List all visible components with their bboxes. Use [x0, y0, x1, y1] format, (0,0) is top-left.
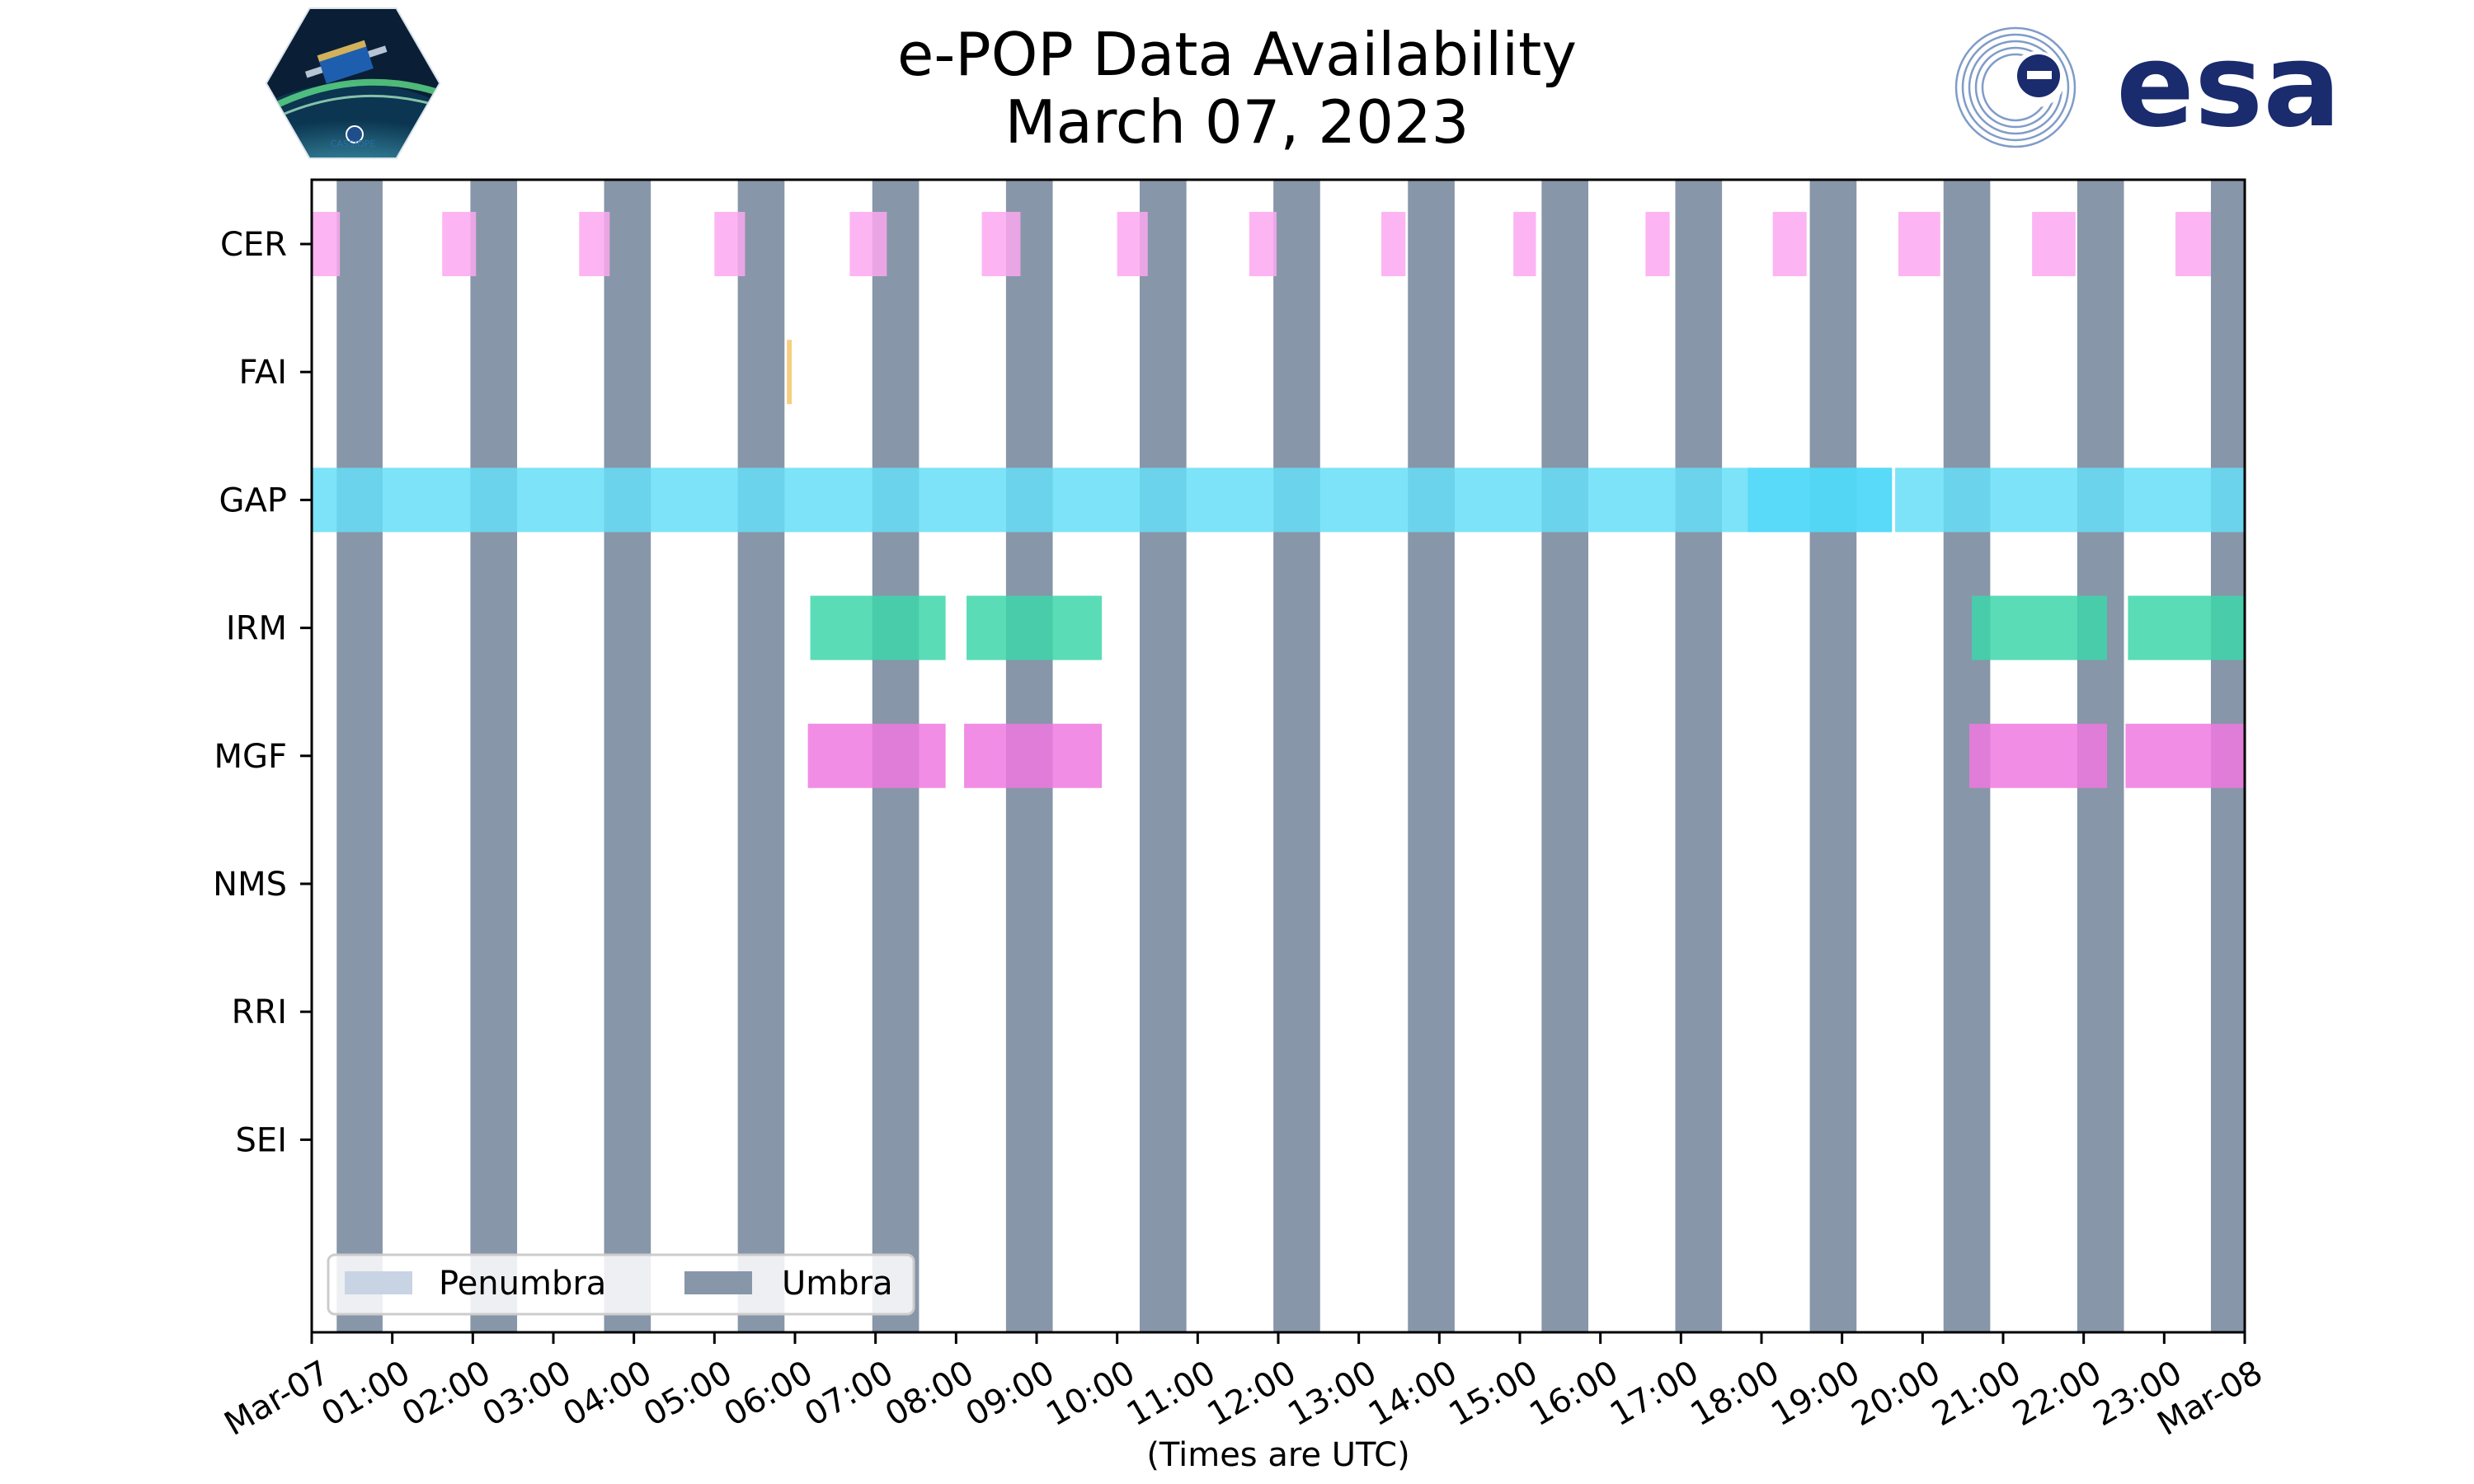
legend: Penumbra Umbra: [327, 1253, 915, 1316]
bar-mgf: [1968, 723, 2107, 788]
y-tick-label: NMS: [213, 866, 287, 904]
bar-mgf: [2125, 723, 2245, 788]
x-tick-label: 01:00: [315, 1354, 416, 1434]
legend-penumbra-swatch: [345, 1271, 412, 1294]
bar-cer: [714, 212, 745, 276]
bar-irm: [810, 595, 946, 660]
bar-cer: [2175, 212, 2211, 276]
umbra-band: [1675, 180, 1723, 1332]
bar-cer: [1381, 212, 1406, 276]
x-tick-label: 13:00: [1282, 1354, 1383, 1434]
legend-umbra-label: Umbra: [782, 1265, 893, 1303]
bar-cer: [1645, 212, 1670, 276]
y-tick-label: CER: [220, 226, 287, 264]
umbra-band: [1809, 180, 1857, 1332]
x-tick-label: 19:00: [1765, 1354, 1866, 1434]
x-tick-label: 07:00: [798, 1354, 900, 1434]
x-tick-label: 17:00: [1604, 1354, 1705, 1434]
bar-cer: [1249, 212, 1277, 276]
y-tick-label: FAI: [239, 354, 288, 392]
bar-irm: [2128, 595, 2245, 660]
x-tick-label: 10:00: [1040, 1354, 1141, 1434]
bar-cer: [1898, 212, 1940, 276]
x-tick-label: 14:00: [1362, 1354, 1464, 1434]
x-tick-label: 16:00: [1523, 1354, 1625, 1434]
x-tick-label: 09:00: [960, 1354, 1061, 1434]
umbra-band: [336, 180, 383, 1332]
esa-logo: esa: [1954, 19, 2341, 153]
bar-gap: [312, 467, 1893, 533]
x-axis: Mar-0701:0002:0003:0004:0005:0006:0007:0…: [219, 1332, 2269, 1444]
bar-cer: [1513, 212, 1536, 276]
y-tick-label: IRM: [226, 610, 287, 648]
umbra-band: [470, 180, 518, 1332]
y-axis: CER FAI GAP IRM MGF NMS RRI SEI: [213, 226, 312, 1159]
bar-cer: [2032, 212, 2076, 276]
bar-irm: [967, 595, 1103, 660]
umbra-band: [1273, 180, 1320, 1332]
x-tick-label: 18:00: [1685, 1354, 1786, 1434]
x-tick-label: 11:00: [1121, 1354, 1222, 1434]
y-tick-label: SEI: [236, 1121, 287, 1159]
x-tick-label: 08:00: [879, 1354, 981, 1434]
x-tick-label: 04:00: [557, 1354, 658, 1434]
bar-cer: [849, 212, 887, 276]
legend-frame: [327, 1253, 915, 1316]
bar-mgf: [807, 723, 946, 788]
bar-cer: [1117, 212, 1148, 276]
legend-penumbra-label: Penumbra: [439, 1265, 606, 1303]
x-tick-label: 05:00: [637, 1354, 739, 1434]
x-tick-label: 20:00: [1846, 1354, 1947, 1434]
x-tick-label: 06:00: [718, 1354, 820, 1434]
y-tick-label: RRI: [232, 993, 287, 1031]
x-tick-label: 22:00: [2006, 1354, 2108, 1434]
umbra-band: [737, 180, 785, 1332]
bar-gap-dense: [1747, 467, 1893, 533]
bar-cer: [312, 212, 341, 276]
x-tick-label: 12:00: [1202, 1354, 1303, 1434]
x-tick-label: 03:00: [477, 1354, 578, 1434]
bar-cer: [442, 212, 477, 276]
x-tick-label: 21:00: [1926, 1354, 2028, 1434]
y-tick-label: MGF: [214, 738, 287, 776]
bar-gap: [1895, 467, 2245, 533]
umbra-band: [1541, 180, 1589, 1332]
umbra-band: [604, 180, 651, 1332]
svg-text:esa: esa: [2116, 19, 2341, 153]
x-tick-label: 15:00: [1443, 1354, 1545, 1434]
bar-cer: [579, 212, 610, 276]
chart-subtitle: March 07, 2023: [1004, 87, 1470, 157]
bar-fai: [787, 340, 793, 405]
umbra-band: [1408, 180, 1455, 1332]
bar-irm: [1971, 595, 2107, 660]
y-tick-label: GAP: [219, 481, 287, 519]
chart-title: e-POP Data Availability: [897, 20, 1577, 89]
bar-cer: [981, 212, 1021, 276]
legend-umbra-swatch: [684, 1271, 752, 1294]
x-tick-label: 02:00: [396, 1354, 497, 1434]
umbra-bands: [336, 180, 2245, 1332]
bar-mgf: [964, 723, 1103, 788]
x-axis-label: (Times are UTC): [1146, 1436, 1409, 1474]
umbra-band: [1140, 180, 1187, 1332]
instrument-bars: [312, 212, 2245, 788]
svg-text:CASSIOPE: CASSIOPE: [331, 139, 376, 149]
bar-cer: [1772, 212, 1807, 276]
